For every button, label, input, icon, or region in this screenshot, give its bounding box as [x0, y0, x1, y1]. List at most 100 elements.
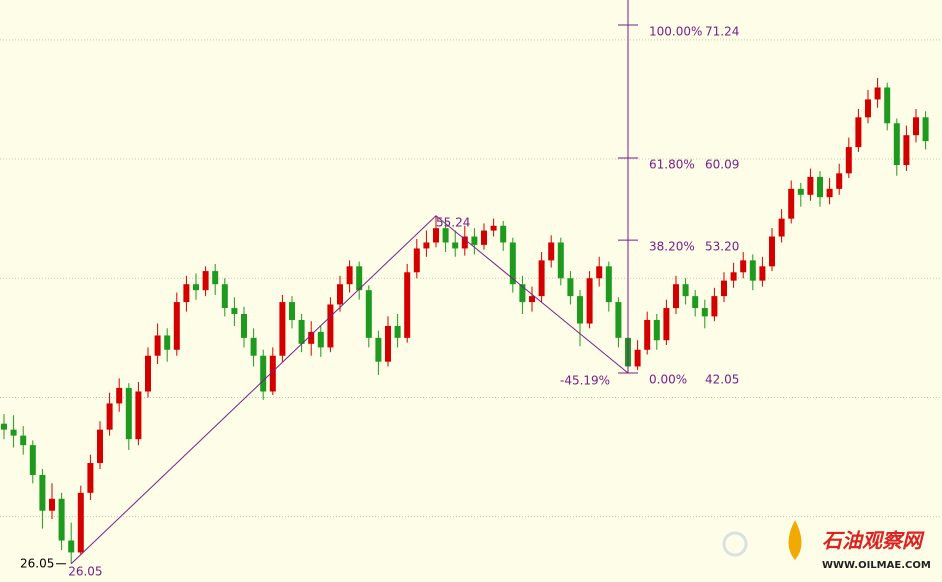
candle-body	[452, 242, 459, 249]
candle-body	[20, 435, 27, 446]
fib-percent: 0.00%	[649, 373, 687, 387]
candle-body	[269, 355, 276, 392]
candle-body	[423, 242, 430, 249]
candle-body	[596, 266, 603, 279]
candle-body	[913, 117, 919, 136]
candle-body	[58, 498, 65, 541]
candle-body	[173, 302, 180, 350]
fib-price: 60.09	[705, 157, 739, 171]
fib-percent: 100.00%	[649, 25, 702, 39]
candle-body	[29, 445, 36, 475]
candle-body	[845, 147, 852, 174]
candle-body	[682, 284, 689, 297]
candle-body	[164, 335, 171, 350]
fib-price: 53.20	[705, 240, 739, 254]
candle-body	[317, 331, 324, 348]
fib-price: 71.24	[705, 25, 739, 39]
candle-body	[548, 242, 555, 261]
zigzag-line	[70, 215, 629, 565]
candle-body	[250, 337, 257, 356]
candle-body	[519, 284, 526, 303]
candle-body	[855, 117, 862, 148]
candle-body	[97, 429, 103, 464]
candle-body	[807, 176, 814, 195]
candle-body	[49, 498, 55, 511]
candle-body	[39, 474, 46, 511]
candle-body	[116, 387, 123, 404]
candle-body	[135, 391, 142, 440]
candle-body	[529, 296, 535, 303]
candle-body	[289, 302, 295, 320]
candle-body	[653, 319, 660, 341]
watermark-url: WWW.OILMAE.COM	[822, 560, 931, 571]
candle-body	[154, 335, 161, 356]
candle-body	[692, 296, 699, 309]
candle-body	[87, 463, 94, 493]
candle-body	[797, 188, 804, 195]
candle-body	[538, 260, 545, 297]
candle-body	[567, 278, 574, 297]
candle-body	[749, 260, 756, 281]
candle-body	[241, 314, 247, 338]
candle-body	[394, 325, 401, 338]
candle-body	[769, 236, 775, 267]
candle-body	[509, 242, 516, 285]
candle-body	[404, 272, 411, 338]
candle-body	[461, 236, 468, 249]
candle-body	[826, 188, 833, 198]
candle-body	[490, 225, 497, 231]
candle-body	[442, 228, 449, 243]
candle-body	[634, 349, 641, 367]
watermark-title: 石油观察网	[822, 529, 925, 553]
candle-body	[500, 225, 507, 243]
candle-body	[145, 355, 151, 392]
candle-body	[385, 325, 391, 362]
swing-low-label: 26.05	[68, 564, 102, 578]
candle-body	[874, 87, 881, 100]
candle-body	[298, 319, 305, 344]
candle-body	[77, 492, 84, 553]
candle-body	[433, 228, 439, 243]
candle-body	[183, 284, 190, 303]
candle-body	[673, 284, 679, 309]
candle-body	[701, 308, 708, 317]
candle-body	[884, 87, 891, 124]
candle-body	[644, 319, 651, 350]
candle-body	[759, 266, 766, 281]
fib-percent: 61.80%	[649, 157, 695, 171]
candle-body	[836, 173, 843, 189]
candle-body	[1, 423, 7, 430]
candle-body	[327, 304, 334, 348]
candle-body	[212, 271, 219, 285]
candle-body	[788, 188, 795, 219]
candle-body	[231, 308, 238, 315]
candle-body	[337, 284, 343, 305]
candle-body	[221, 284, 228, 309]
candle-body	[125, 387, 132, 440]
candle-body	[817, 176, 823, 198]
candle-body	[615, 302, 622, 338]
candle-body	[740, 260, 747, 273]
candle-body	[346, 266, 353, 285]
logo-ring	[722, 531, 748, 557]
candle-body	[375, 337, 382, 362]
candle-body	[577, 296, 583, 324]
candle-body	[730, 272, 737, 281]
candle-body	[903, 135, 910, 165]
candle-body	[893, 123, 900, 165]
candle-body	[356, 266, 363, 291]
candle-body	[721, 280, 727, 297]
fib-percent: 38.20%	[649, 240, 695, 254]
candle-body	[663, 308, 670, 341]
candle-body	[481, 230, 487, 245]
candle-body	[308, 331, 315, 344]
candle-body	[471, 236, 478, 245]
candle-body	[202, 271, 209, 291]
candle-body	[711, 296, 718, 317]
candle-body	[260, 355, 267, 392]
candle-body	[586, 278, 593, 324]
swing-low-label: 26.05	[20, 556, 54, 570]
candle-body	[557, 242, 564, 279]
candle-body	[106, 403, 113, 430]
